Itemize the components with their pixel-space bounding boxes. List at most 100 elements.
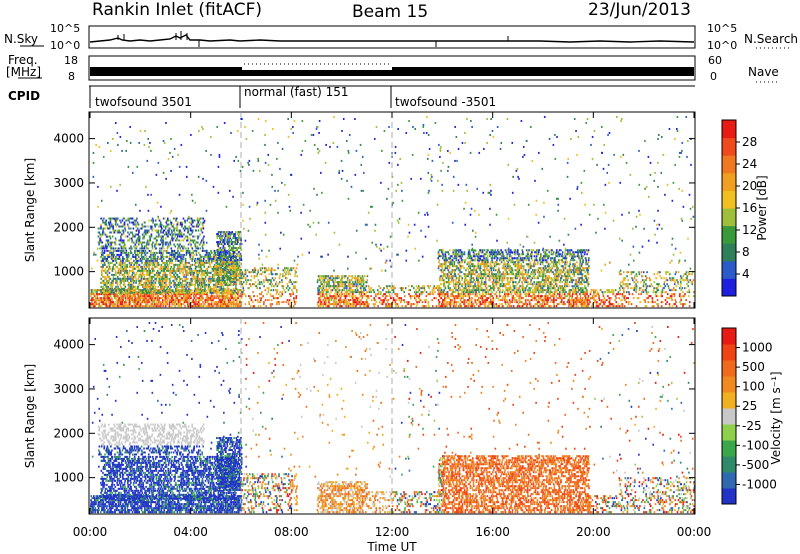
heatmap-cell: [461, 285, 463, 288]
heatmap-cell: [123, 247, 125, 250]
heatmap-cell: [378, 301, 381, 304]
heatmap-cell: [199, 299, 202, 302]
heatmap-cell: [139, 275, 142, 278]
heatmap-cell: [325, 293, 328, 296]
heatmap-cell: [177, 263, 179, 266]
heatmap-cell: [103, 247, 106, 250]
heatmap-cell: [252, 291, 254, 294]
heatmap-cell: [213, 291, 216, 294]
sky-noise-trace: [89, 34, 695, 43]
heatmap-cell: [135, 273, 137, 276]
heatmap-cell: [117, 301, 120, 304]
heatmap-cell: [200, 299, 203, 302]
heatmap-cell: [268, 273, 270, 276]
heatmap-cell: [171, 295, 174, 298]
heatmap-cell: [447, 277, 450, 280]
heatmap-cell: [105, 219, 107, 222]
heatmap-cell: [192, 251, 194, 254]
heatmap-cell: [333, 287, 336, 290]
heatmap-cell: [185, 275, 187, 278]
heatmap-cell: [204, 287, 206, 290]
heatmap-cell: [174, 281, 176, 284]
heatmap-cell: [120, 281, 122, 284]
heatmap-cell: [129, 237, 131, 240]
heatmap-cell: [95, 301, 98, 304]
heatmap-cell: [115, 281, 117, 284]
heatmap-cell: [205, 267, 208, 270]
heatmap-cell: [182, 255, 185, 258]
heatmap-cell: [198, 293, 200, 296]
heatmap-cell: [133, 259, 135, 262]
heatmap-cell: [196, 303, 199, 306]
heatmap-cell: [169, 219, 171, 222]
heatmap-cell: [182, 239, 185, 242]
heatmap-cell: [318, 289, 321, 292]
heatmap-cell: [434, 291, 436, 294]
heatmap-cell: [181, 221, 184, 224]
heatmap-cell: [207, 255, 210, 258]
heatmap-cell: [203, 255, 205, 258]
heatmap-cell: [165, 283, 168, 286]
heatmap-cell: [154, 255, 156, 258]
heatmap-cell: [432, 287, 435, 290]
heatmap-cell: [151, 217, 154, 220]
heatmap-cell: [227, 255, 229, 258]
heatmap-cell: [184, 259, 187, 262]
heatmap-cell: [211, 305, 213, 308]
heatmap-cell: [226, 297, 228, 300]
heatmap-cell: [294, 275, 296, 278]
heatmap-cell: [125, 277, 128, 280]
heatmap-cell: [158, 291, 161, 294]
heatmap-cell: [149, 305, 152, 308]
heatmap-cell: [106, 305, 108, 308]
heatmap-cell: [192, 221, 194, 224]
heatmap-cell: [416, 295, 419, 298]
heatmap-cell: [235, 277, 238, 280]
heatmap-cell: [208, 291, 211, 294]
heatmap-cell: [466, 263, 469, 266]
heatmap-cell: [221, 287, 223, 290]
heatmap-cell: [155, 235, 158, 238]
heatmap-cell: [468, 283, 470, 286]
heatmap-cell: [135, 257, 138, 260]
heatmap-cell: [464, 285, 467, 288]
heatmap-cell: [182, 303, 185, 306]
heatmap-cell: [429, 293, 432, 296]
heatmap-cell: [453, 303, 456, 306]
heatmap-cell: [330, 295, 333, 298]
heatmap-cell: [352, 289, 354, 292]
heatmap-cell: [133, 293, 135, 296]
heatmap-cell: [171, 267, 174, 270]
heatmap-cell: [248, 271, 251, 274]
heatmap-cell: [157, 251, 159, 254]
heatmap-cell: [110, 287, 113, 290]
heatmap-cell: [125, 219, 127, 222]
heatmap-cell: [272, 295, 274, 298]
heatmap-cell: [146, 269, 149, 272]
heatmap-cell: [160, 237, 163, 240]
heatmap-cell: [183, 275, 185, 278]
heatmap-cell: [274, 269, 277, 272]
heatmap-cell: [150, 295, 153, 298]
heatmap-cell: [201, 279, 204, 282]
heatmap-cell: [106, 259, 108, 262]
heatmap-cell: [346, 281, 349, 284]
heatmap-cell: [236, 243, 239, 246]
heatmap-cell: [354, 283, 356, 286]
heatmap-cell: [154, 265, 156, 268]
heatmap-cell: [228, 270, 230, 273]
heatmap-cell: [198, 259, 201, 262]
heatmap-cell: [178, 267, 180, 270]
heatmap-cell: [144, 253, 147, 256]
heatmap-cell: [450, 295, 453, 298]
heatmap-cell: [161, 303, 164, 306]
heatmap-cell: [262, 279, 265, 282]
heatmap-cell: [200, 281, 202, 284]
heatmap-cell: [177, 295, 179, 298]
heatmap-cell: [119, 257, 122, 260]
heatmap-cell: [194, 243, 196, 246]
heatmap-cell: [396, 295, 399, 298]
heatmap-cell: [90, 293, 92, 296]
heatmap-cell: [117, 295, 120, 298]
heatmap-cell: [182, 283, 185, 286]
